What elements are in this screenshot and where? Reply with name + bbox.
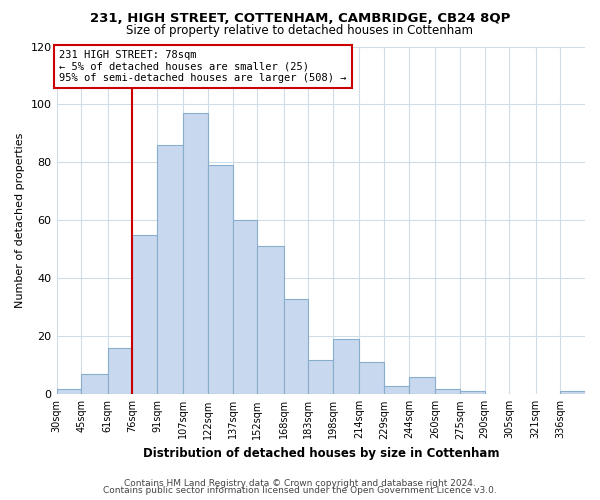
Bar <box>132 235 157 394</box>
Bar <box>257 246 284 394</box>
Bar <box>384 386 409 394</box>
Text: Contains HM Land Registry data © Crown copyright and database right 2024.: Contains HM Land Registry data © Crown c… <box>124 478 476 488</box>
Bar <box>233 220 257 394</box>
Bar <box>208 166 233 394</box>
Bar <box>333 339 359 394</box>
Bar <box>81 374 107 394</box>
Bar <box>107 348 132 395</box>
Text: 231, HIGH STREET, COTTENHAM, CAMBRIDGE, CB24 8QP: 231, HIGH STREET, COTTENHAM, CAMBRIDGE, … <box>90 12 510 26</box>
X-axis label: Distribution of detached houses by size in Cottenham: Distribution of detached houses by size … <box>143 447 499 460</box>
Bar <box>284 298 308 394</box>
Bar <box>560 392 585 394</box>
Bar <box>409 377 435 394</box>
Text: Contains public sector information licensed under the Open Government Licence v3: Contains public sector information licen… <box>103 486 497 495</box>
Bar <box>460 392 485 394</box>
Bar <box>184 113 208 394</box>
Bar <box>435 388 460 394</box>
Bar <box>56 388 81 394</box>
Text: Size of property relative to detached houses in Cottenham: Size of property relative to detached ho… <box>127 24 473 37</box>
Bar <box>359 362 384 394</box>
Bar <box>308 360 333 394</box>
Text: 231 HIGH STREET: 78sqm
← 5% of detached houses are smaller (25)
95% of semi-deta: 231 HIGH STREET: 78sqm ← 5% of detached … <box>59 50 347 83</box>
Bar <box>157 145 184 394</box>
Y-axis label: Number of detached properties: Number of detached properties <box>15 132 25 308</box>
